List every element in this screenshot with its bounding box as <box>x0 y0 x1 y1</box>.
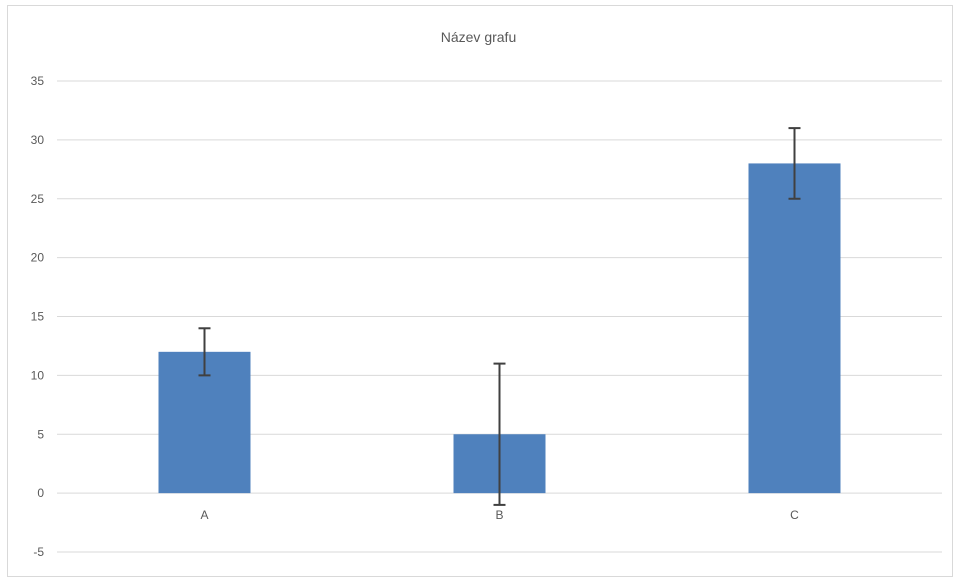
y-tick-label: 0 <box>37 486 44 500</box>
y-tick-label: 25 <box>31 192 45 206</box>
y-tick-label: -5 <box>33 545 44 559</box>
y-tick-label: 30 <box>31 133 45 147</box>
bar-C <box>748 163 841 494</box>
y-tick-label: 5 <box>37 427 44 441</box>
x-tick-label: A <box>200 508 208 522</box>
y-tick-label: 20 <box>31 251 45 265</box>
y-tick-label: 15 <box>31 310 45 324</box>
x-tick-label: C <box>790 508 799 522</box>
chart-title: Název grafu <box>440 29 517 45</box>
y-tick-label: 35 <box>31 74 45 88</box>
y-tick-label: 10 <box>31 368 45 382</box>
x-tick-label: B <box>495 508 503 522</box>
